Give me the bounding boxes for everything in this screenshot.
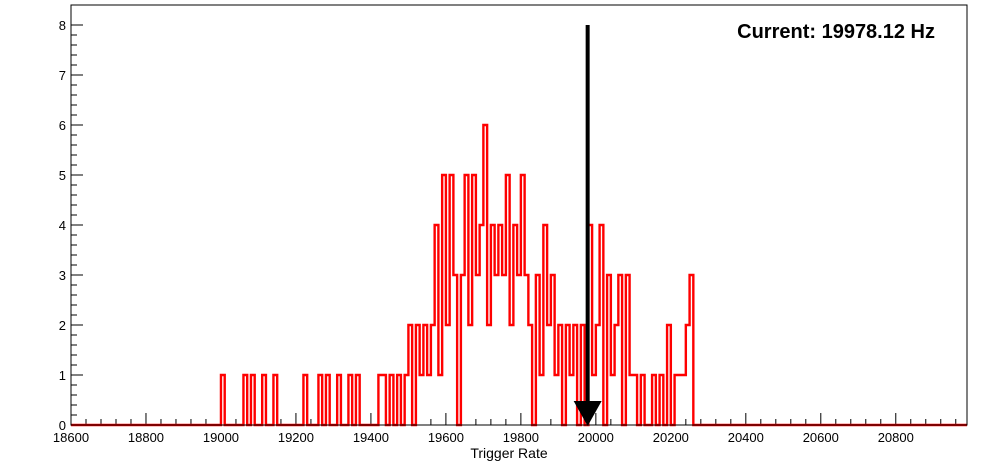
y-axis: 0 1 2 3 4 5 6 7 8 [59,18,83,433]
x-tick-label: 18800 [128,430,164,445]
current-rate-marker [573,25,602,426]
x-tick-label: 20400 [728,430,764,445]
x-axis-title: Trigger Rate [470,445,548,461]
y-tick-label: 0 [59,418,66,433]
histogram-line [71,123,967,427]
x-tick-label: 20800 [878,430,914,445]
x-tick-label: 19400 [353,430,389,445]
x-tick-label: 20200 [653,430,689,445]
histogram-series [71,123,967,427]
y-tick-label: 2 [59,318,66,333]
y-tick-label: 3 [59,268,66,283]
x-tick-label: 20600 [803,430,839,445]
y-tick-label: 1 [59,368,66,383]
x-tick-label: 19000 [203,430,239,445]
x-tick-label: 20000 [578,430,614,445]
y-tick-label: 4 [59,218,66,233]
y-tick-label: 5 [59,168,66,183]
current-rate-label: Current: 19978.12 Hz [737,21,935,43]
x-tick-label: 18600 [53,430,89,445]
y-tick-label: 8 [59,18,66,33]
y-tick-label: 7 [59,68,66,83]
y-tick-label: 6 [59,118,66,133]
plot-frame [70,4,968,426]
x-tick-label: 19200 [278,430,314,445]
x-tick-label: 19600 [428,430,464,445]
x-tick-label: 19800 [503,430,539,445]
marker-arrow-head [573,401,602,426]
